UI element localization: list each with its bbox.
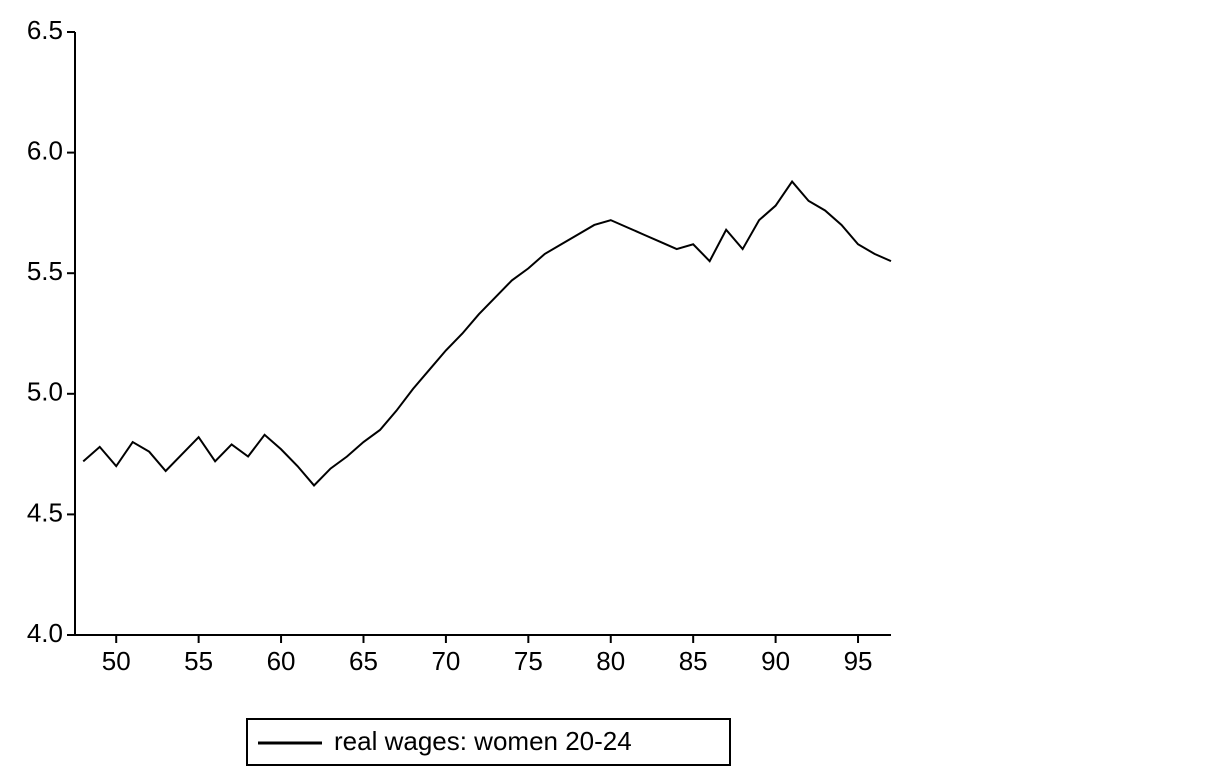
y-tick-label: 4.5 — [27, 497, 63, 527]
x-tick-label: 70 — [431, 646, 460, 676]
x-tick-label: 75 — [514, 646, 543, 676]
y-tick-label: 5.0 — [27, 377, 63, 407]
x-tick-label: 60 — [267, 646, 296, 676]
x-tick-label: 85 — [679, 646, 708, 676]
x-tick-label: 95 — [844, 646, 873, 676]
y-tick-label: 6.5 — [27, 15, 63, 45]
x-tick-label: 50 — [102, 646, 131, 676]
data-line — [83, 182, 891, 486]
y-tick-label: 4.0 — [27, 618, 63, 648]
x-tick-label: 80 — [596, 646, 625, 676]
y-tick-label: 6.0 — [27, 135, 63, 165]
x-tick-label: 55 — [184, 646, 213, 676]
chart: 4.0 4.5 5.0 5.5 6.0 6.5 50 55 60 65 70 75 80 85 90 95 re… — [0, 0, 1217, 770]
x-tick-label: 90 — [761, 646, 790, 676]
y-tick-label: 5.5 — [27, 256, 63, 286]
x-tick-label: 65 — [349, 646, 378, 676]
legend-label: real wages: women 20-24 — [334, 726, 632, 756]
